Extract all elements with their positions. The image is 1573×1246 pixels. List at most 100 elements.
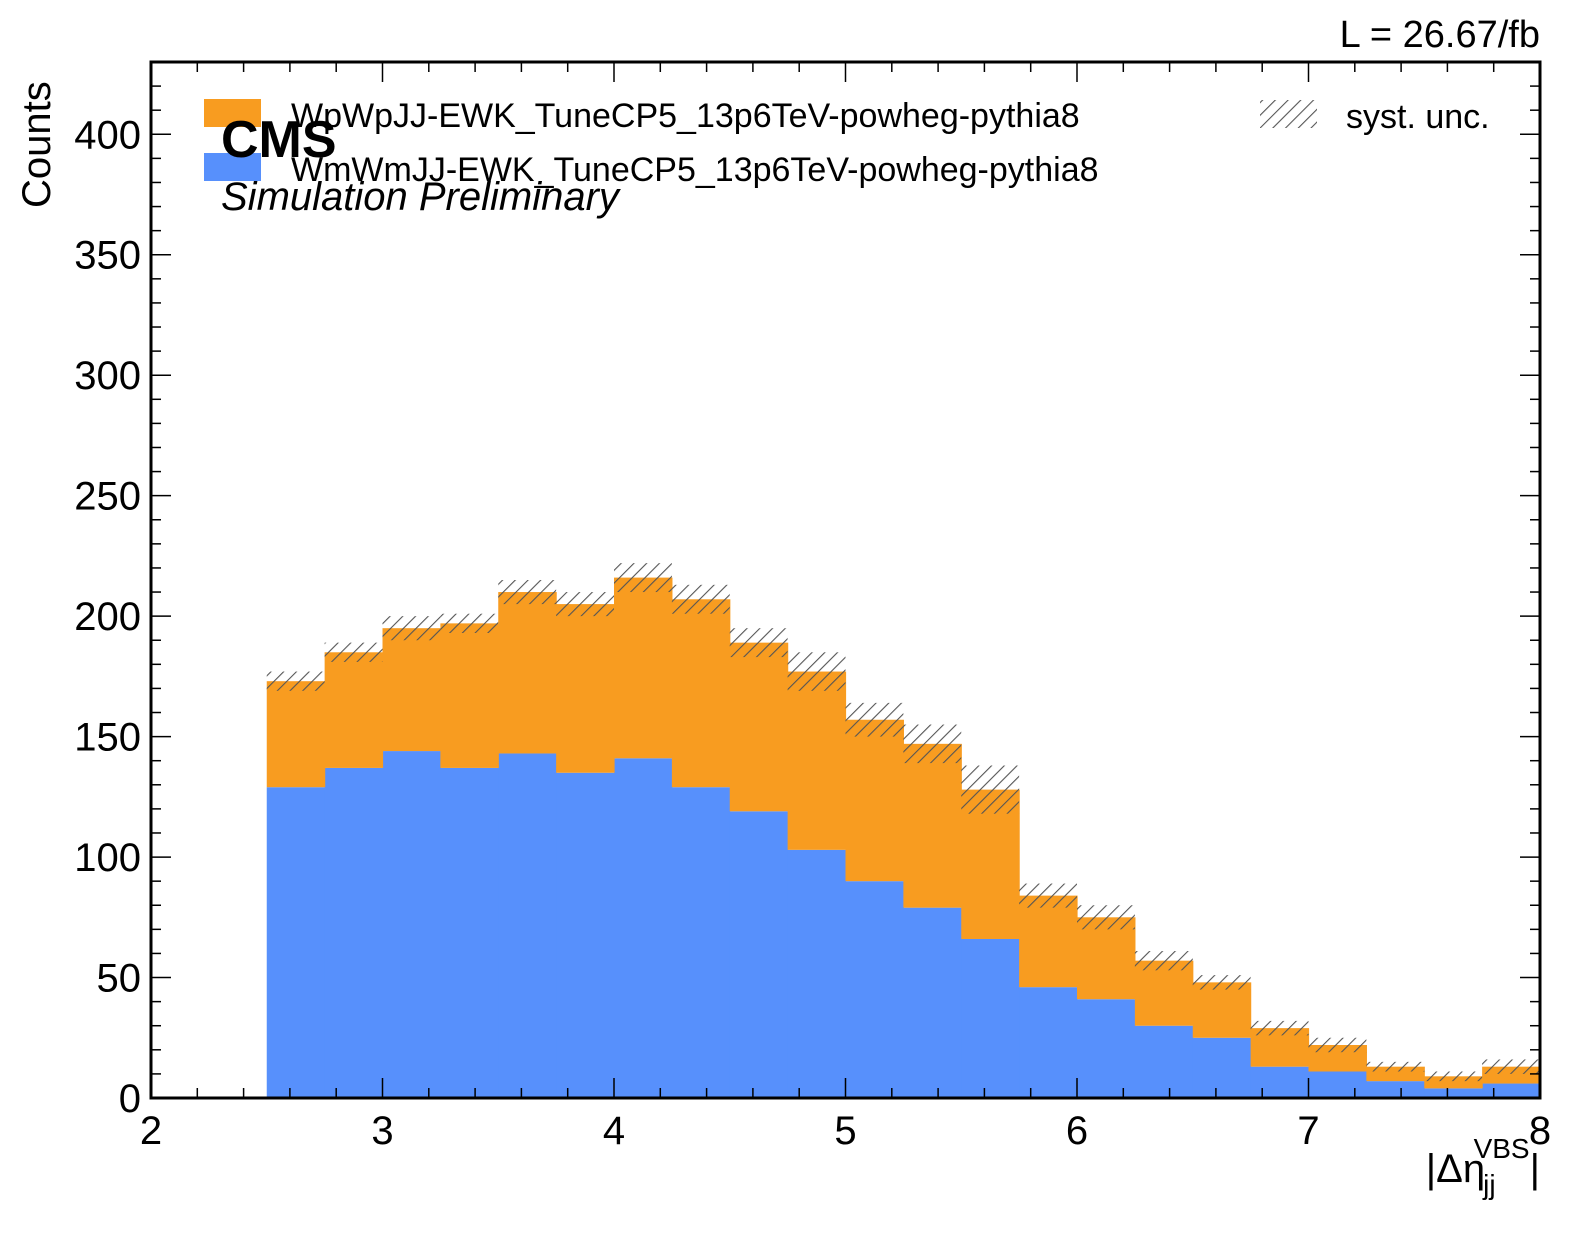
syst-unc-bin12 [961,765,1020,814]
bar-series1-bin9 [787,671,847,850]
bar-series0-bin7 [671,787,731,1098]
bar-series1-bin8 [729,642,789,812]
bar-series0-bin1 [324,767,384,1098]
y-tick-label: 250 [74,475,141,519]
bar-series1-bin3 [440,623,499,768]
syst-unc-bin13 [1019,883,1077,908]
plot-frame [149,60,1542,1100]
bar-series0-bin11 [903,907,962,1098]
syst-unc-bin11 [903,724,962,764]
bar-series0-bin4 [498,753,557,1098]
bar-series0-bin13 [1019,987,1078,1098]
syst-unc-bands [266,563,1540,1082]
syst-unc-bin5 [556,592,614,617]
axis-ticks [150,62,1541,1099]
syst-unc-bin9 [787,652,846,691]
bar-series0-bin18 [1308,1071,1367,1098]
syst-unc-bin0 [266,671,325,691]
syst-unc-bin3 [440,613,499,634]
bar-series0-bin5 [556,772,615,1098]
bar-series0-bin20 [1424,1088,1483,1098]
legend-swatch-1 [204,99,261,127]
bar-series1-bin12 [961,789,1020,939]
bar-series1-bin7 [671,599,731,788]
syst-unc-bin2 [382,616,441,641]
x-tick-label: 3 [371,1109,393,1153]
y-tick-label: 0 [119,1077,141,1121]
x-axis-label-end: | [1530,1147,1540,1191]
syst-unc-bin15 [1134,951,1193,971]
y-tick-label: 300 [74,354,141,398]
bar-series1-bin16 [1192,982,1252,1038]
bar-series0-bin8 [729,811,789,1098]
x-tick-label: 6 [1066,1109,1088,1153]
lumi-label: L = 26.67/fb [1340,14,1540,56]
bar-series0-bin10 [845,881,904,1098]
syst-unc-bin19 [1366,1061,1425,1072]
syst-unc-bin17 [1250,1020,1309,1036]
bar-series1-bin1 [324,652,384,768]
x-tick-label: 7 [1297,1109,1319,1153]
syst-unc-bin4 [498,580,557,605]
syst-unc-bin20 [1424,1071,1483,1082]
bar-series0-bin9 [787,849,847,1098]
y-tick-label: 200 [74,595,141,639]
legend: WpWpJJ-EWK_TuneCP5_13p6TeV-powheg-pythia… [204,97,1490,189]
syst-unc-bin10 [845,702,904,737]
x-axis-label-sub: jj [1482,1169,1495,1200]
bar-series0-bin14 [1077,999,1136,1098]
syst-unc-bin1 [324,642,383,662]
stacked-bars [266,577,1541,1098]
bar-series1-bin10 [845,719,904,882]
bar-series0-bin6 [614,758,673,1098]
bar-series0-bin15 [1134,1025,1194,1098]
legend-label-1: WpWpJJ-EWK_TuneCP5_13p6TeV-powheg-pythia… [291,97,1080,135]
bar-series1-bin6 [614,577,673,759]
x-tick-labels: 2 3 4 5 6 7 8 [140,1109,1551,1153]
bar-series0-bin12 [961,938,1020,1098]
y-axis-label: Counts [15,81,59,208]
y-tick-label: 50 [97,957,142,1001]
y-tick-label: 350 [74,234,141,278]
subtitle-label: Simulation Preliminary [221,175,622,219]
x-axis-label: |Δηjj VBS| [1426,1133,1540,1200]
bar-series0-bin16 [1192,1037,1252,1098]
bar-series0-bin3 [440,767,499,1098]
bar-series1-bin15 [1134,960,1194,1026]
legend-swatch-syst [1260,100,1317,128]
bar-series1-bin2 [382,628,441,752]
legend-label-0: WmWmJJ-EWK_TuneCP5_13p6TeV-powheg-pythia… [291,151,1099,189]
bar-series1-bin14 [1077,917,1136,1000]
syst-unc-bin8 [729,628,788,658]
bar-series0-bin2 [382,751,441,1098]
x-tick-label: 8 [1529,1109,1551,1153]
bar-series1-bin5 [556,604,615,773]
syst-unc-bin18 [1308,1037,1367,1053]
x-tick-label: 4 [603,1109,625,1153]
legend-label-syst: syst. unc. [1346,98,1490,136]
bar-series0-bin21 [1482,1083,1541,1098]
bar-series1-bin13 [1019,895,1078,988]
x-axis-label-sup: VBS [1474,1133,1530,1164]
y-tick-labels: 0 50 100 150 200 250 300 350 400 [74,113,141,1121]
y-tick-label: 150 [74,716,141,760]
bar-series1-bin11 [903,743,962,908]
experiment-label: CMS [221,111,337,169]
y-tick-label: 400 [74,113,141,157]
x-axis-label-base: |Δη [1426,1147,1485,1191]
syst-unc-bin14 [1077,905,1135,930]
x-tick-label: 5 [834,1109,856,1153]
syst-unc-bin7 [671,584,730,614]
syst-unc-bin6 [614,563,672,593]
bar-series1-bin4 [498,592,557,754]
bar-series0-bin19 [1366,1081,1425,1098]
syst-unc-bin16 [1192,975,1251,990]
y-tick-label: 100 [74,836,141,880]
bar-series0-bin0 [266,787,326,1098]
legend-swatch-0 [204,153,261,181]
bar-series0-bin17 [1250,1066,1310,1098]
bar-series1-bin0 [266,681,326,788]
syst-unc-bin21 [1482,1059,1540,1074]
x-tick-label: 2 [140,1109,162,1153]
